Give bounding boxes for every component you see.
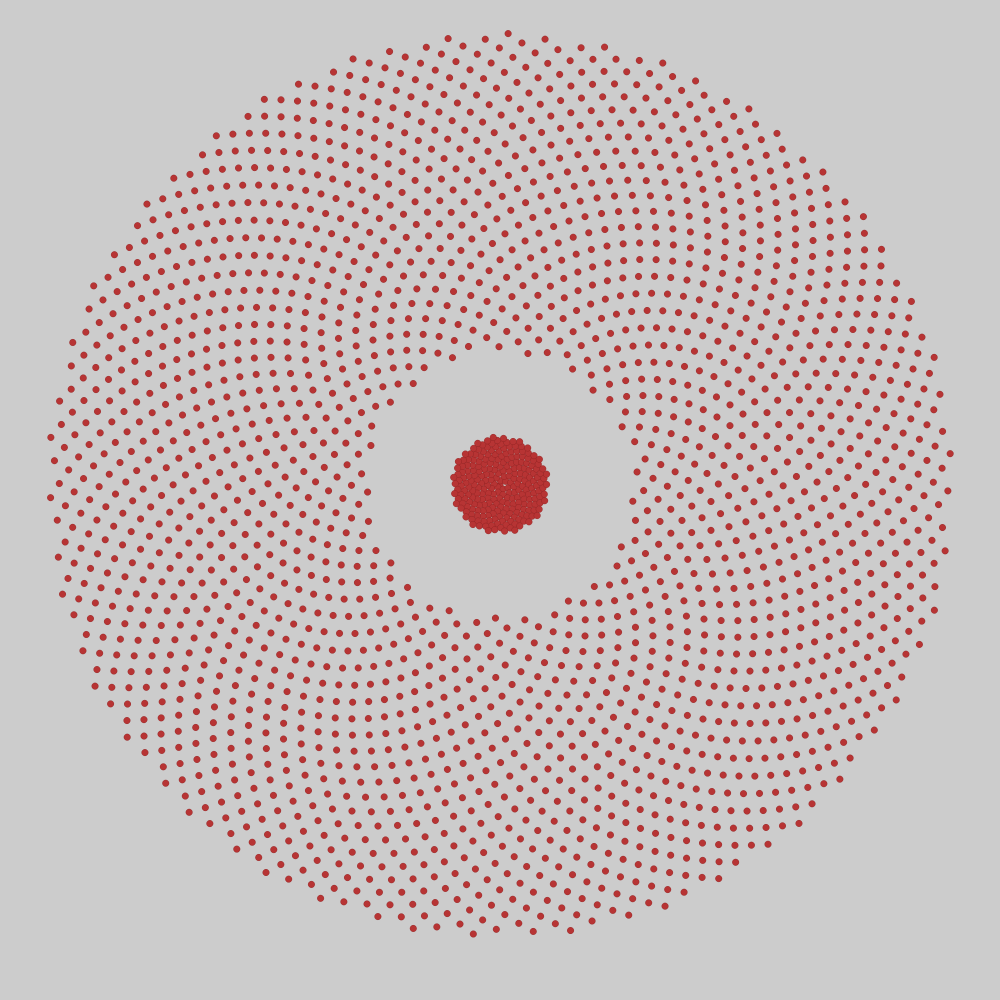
phyllotaxis-diagram [0,0,1000,1000]
